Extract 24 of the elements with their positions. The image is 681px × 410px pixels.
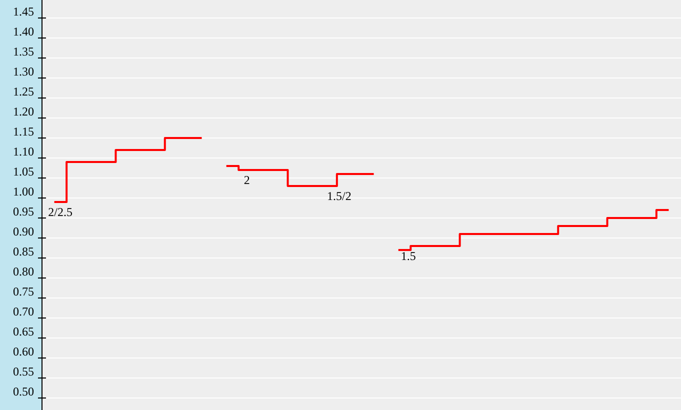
annotation: 2	[244, 173, 250, 187]
y-tick-label: 0.80	[13, 264, 34, 279]
y-tick-label: 1.40	[13, 24, 34, 39]
y-tick-label: 0.55	[13, 364, 34, 379]
y-tick-label: 1.20	[13, 104, 34, 119]
y-tick-label: 0.70	[13, 304, 34, 319]
y-tick-label: 0.60	[13, 344, 34, 359]
y-tick-label: 1.35	[13, 44, 34, 59]
y-tick-label: 1.10	[13, 144, 34, 159]
y-tick-label: 1.30	[13, 64, 34, 79]
y-tick-label: 0.65	[13, 324, 34, 339]
y-tick-label: 1.45	[13, 4, 34, 19]
y-tick-label: 1.00	[13, 184, 34, 199]
y-tick-label: 0.95	[13, 204, 34, 219]
annotation: 1.5	[400, 249, 416, 263]
y-tick-label: 1.05	[13, 164, 34, 179]
y-tick-label: 0.85	[13, 244, 34, 259]
y-tick-label: 0.90	[13, 224, 34, 239]
y-tick-label: 0.50	[13, 384, 34, 399]
annotation: 2/2.5	[48, 205, 72, 219]
annotation: 1.5/2	[327, 189, 352, 203]
y-tick-label: 1.25	[13, 84, 34, 99]
y-tick-label: 1.15	[13, 124, 34, 139]
y-tick-label: 0.75	[13, 284, 34, 299]
